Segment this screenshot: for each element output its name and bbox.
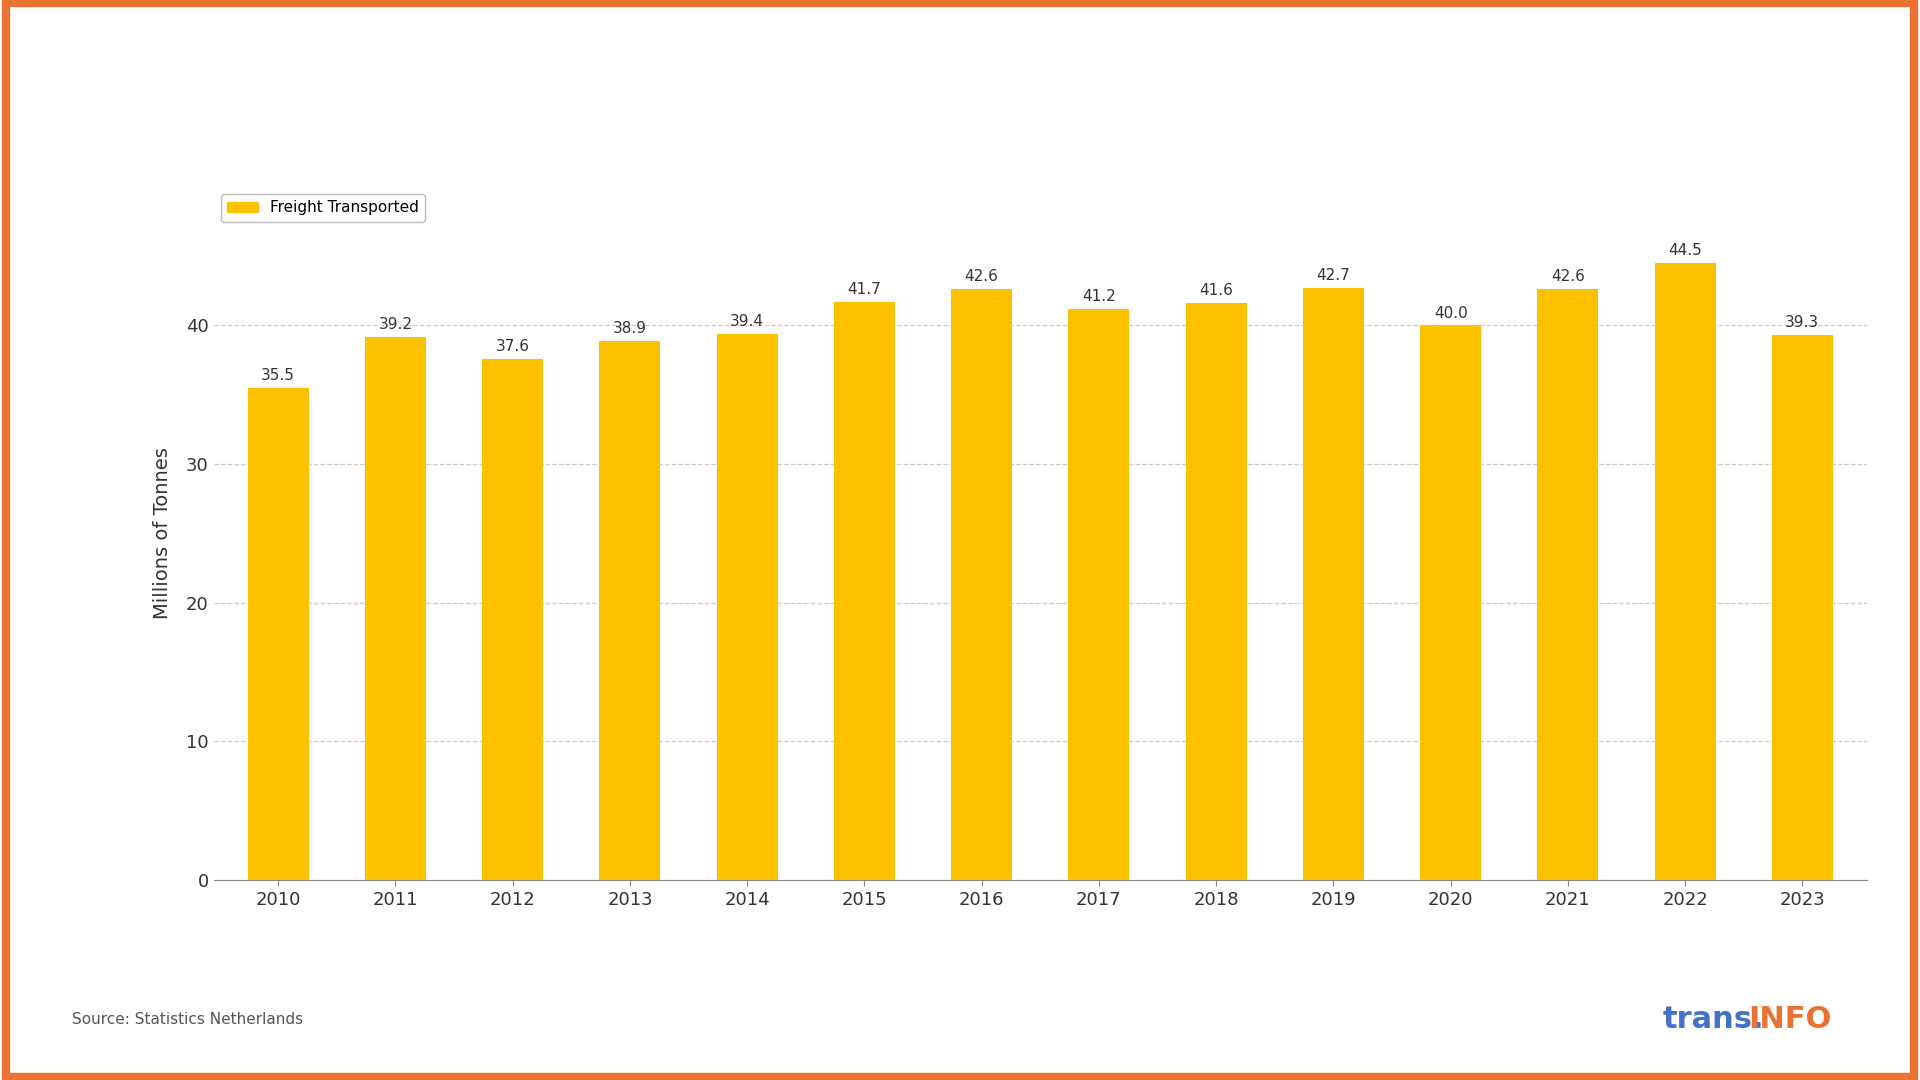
- Text: 41.2: 41.2: [1083, 289, 1116, 303]
- Bar: [599, 340, 660, 880]
- Legend: Freight Transported: Freight Transported: [221, 194, 424, 221]
- Text: 37.6: 37.6: [495, 339, 530, 354]
- Bar: [1538, 289, 1597, 880]
- Text: 39.4: 39.4: [730, 314, 764, 329]
- Bar: [248, 388, 309, 880]
- Text: trans.: trans.: [1663, 1005, 1764, 1035]
- Bar: [1421, 325, 1480, 880]
- Bar: [833, 301, 895, 880]
- Bar: [1772, 335, 1834, 880]
- Bar: [1304, 288, 1363, 880]
- Bar: [1068, 309, 1129, 880]
- Text: 42.6: 42.6: [1551, 270, 1584, 284]
- Bar: [716, 334, 778, 880]
- Bar: [950, 289, 1012, 880]
- Bar: [365, 337, 426, 880]
- Text: 35.5: 35.5: [261, 368, 296, 383]
- Y-axis label: Millions of Tonnes: Millions of Tonnes: [154, 447, 173, 619]
- Text: 41.7: 41.7: [847, 282, 881, 297]
- Bar: [482, 359, 543, 880]
- Text: Source: Statistics Netherlands: Source: Statistics Netherlands: [73, 1012, 303, 1027]
- Text: 39.2: 39.2: [378, 316, 413, 332]
- Text: 41.6: 41.6: [1200, 283, 1233, 298]
- Text: 42.7: 42.7: [1317, 268, 1350, 283]
- Text: 44.5: 44.5: [1668, 243, 1701, 258]
- Bar: [1655, 264, 1716, 880]
- Text: 40.0: 40.0: [1434, 306, 1467, 321]
- Text: Total freight transported by rail: Total freight transported by rail: [63, 58, 756, 102]
- Bar: [1187, 303, 1246, 880]
- Text: 38.9: 38.9: [612, 321, 647, 336]
- Text: INFO: INFO: [1747, 1005, 1832, 1035]
- Text: 39.3: 39.3: [1786, 315, 1820, 330]
- Text: 42.6: 42.6: [964, 270, 998, 284]
